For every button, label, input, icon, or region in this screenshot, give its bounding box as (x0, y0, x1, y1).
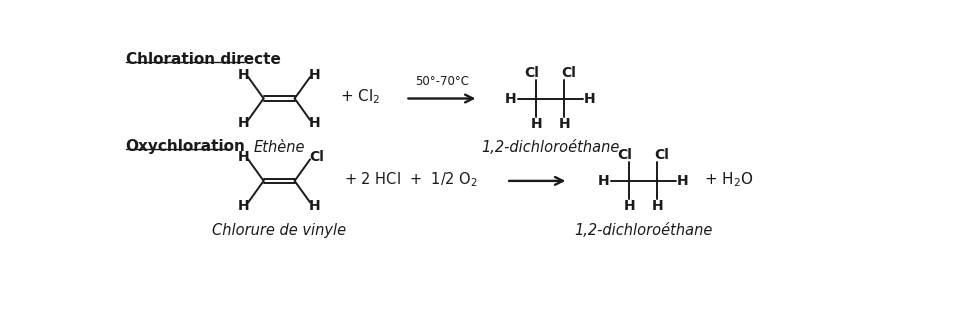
Text: Cl: Cl (617, 149, 631, 162)
Text: H: H (505, 91, 516, 106)
Text: H: H (237, 150, 249, 164)
Text: H: H (651, 199, 662, 213)
Text: Oxychloration: Oxychloration (126, 139, 245, 154)
Text: H: H (308, 198, 320, 213)
Text: Chloration directe: Chloration directe (126, 52, 281, 67)
Text: Cl: Cl (561, 66, 576, 80)
Text: + H$_2$O: + H$_2$O (703, 170, 752, 189)
Text: H: H (583, 91, 595, 106)
Text: 1,2-dichloroéthane: 1,2-dichloroéthane (574, 223, 712, 238)
Text: Chlorure de vinyle: Chlorure de vinyle (211, 223, 346, 238)
Text: H: H (237, 198, 249, 213)
Text: + Cl$_2$: + Cl$_2$ (340, 88, 381, 106)
Text: Cl: Cl (309, 150, 324, 164)
Text: Cl: Cl (653, 149, 669, 162)
Text: H: H (623, 199, 634, 213)
Text: H: H (598, 174, 609, 188)
Text: 1,2-dichloroéthane: 1,2-dichloroéthane (480, 140, 619, 155)
Text: Cl: Cl (524, 66, 539, 80)
Text: H: H (308, 68, 320, 82)
Text: + 2 HCl  +  1/2 O$_2$: + 2 HCl + 1/2 O$_2$ (344, 170, 478, 189)
Text: H: H (677, 174, 688, 188)
Text: 50°-70°C: 50°-70°C (414, 75, 468, 88)
Text: H: H (530, 117, 542, 131)
Text: H: H (558, 117, 570, 131)
Text: H: H (308, 116, 320, 130)
Text: H: H (237, 116, 249, 130)
Text: H: H (237, 68, 249, 82)
Text: Ethène: Ethène (253, 140, 305, 155)
